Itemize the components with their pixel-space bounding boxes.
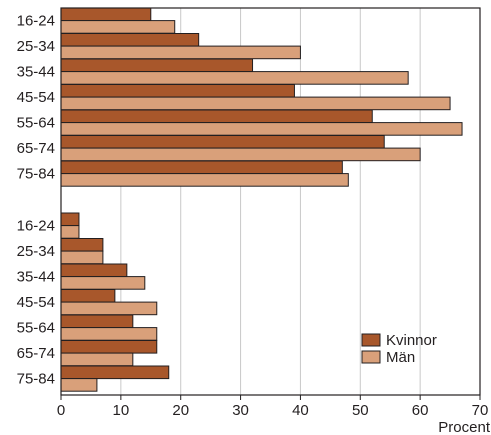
bar — [60, 160, 343, 175]
x-tick-label: 20 — [172, 402, 189, 419]
category-label: 16-24 — [17, 218, 55, 235]
category-label: 75-84 — [17, 166, 55, 183]
category-label: 75-84 — [17, 371, 55, 388]
legend-swatch — [361, 333, 381, 347]
bar — [60, 378, 98, 392]
bar — [60, 20, 176, 34]
bar — [60, 263, 128, 278]
bar — [60, 173, 349, 187]
bar — [60, 45, 301, 60]
category-label: 45-54 — [17, 294, 55, 311]
legend-label: Män — [386, 349, 415, 366]
x-tick-label: 0 — [57, 402, 65, 419]
category-label: 45-54 — [17, 89, 55, 106]
bar — [60, 340, 158, 354]
category-label: 65-74 — [17, 345, 55, 362]
bar — [60, 352, 134, 367]
bar — [60, 122, 463, 136]
bar — [60, 314, 134, 329]
bar — [60, 365, 170, 380]
category-label: 55-64 — [17, 320, 55, 337]
x-tick-label: 50 — [352, 402, 369, 419]
category-label: 25-34 — [17, 38, 55, 55]
x-axis-ticks: 0 10 20 30 40 50 60 70 — [57, 395, 489, 419]
category-label: 35-44 — [17, 64, 55, 81]
plot-frame — [60, 7, 481, 396]
category-label: 35-44 — [17, 269, 55, 286]
bar — [60, 109, 373, 124]
bar — [60, 250, 104, 265]
bar — [60, 84, 295, 98]
x-tick-label: 40 — [292, 402, 309, 419]
x-axis-label: Procent — [438, 419, 491, 435]
bar — [60, 225, 80, 239]
bar — [60, 96, 451, 111]
bar — [60, 238, 104, 252]
category-labels: 16-24 25-34 35-44 45-54 55-64 65-74 75-84 16-24… — [17, 13, 55, 388]
category-label: 16-24 — [17, 13, 55, 30]
bar — [60, 71, 409, 85]
bar — [60, 212, 80, 227]
bar — [60, 301, 158, 316]
x-tick-label: 60 — [412, 402, 429, 419]
category-label: 65-74 — [17, 140, 55, 157]
bar — [60, 147, 421, 162]
legend-label: Kvinnor — [386, 332, 437, 349]
x-tick-label: 70 — [472, 402, 489, 419]
bar — [60, 327, 158, 341]
bar — [60, 276, 146, 290]
x-tick-label: 10 — [113, 402, 130, 419]
category-label: 55-64 — [17, 115, 55, 132]
bar — [60, 135, 385, 149]
bar — [60, 33, 200, 47]
category-label: 25-34 — [17, 243, 55, 260]
bar — [60, 58, 254, 73]
legend-swatch — [361, 350, 381, 364]
bar — [60, 289, 116, 303]
x-tick-label: 30 — [232, 402, 249, 419]
bar — [60, 7, 152, 22]
